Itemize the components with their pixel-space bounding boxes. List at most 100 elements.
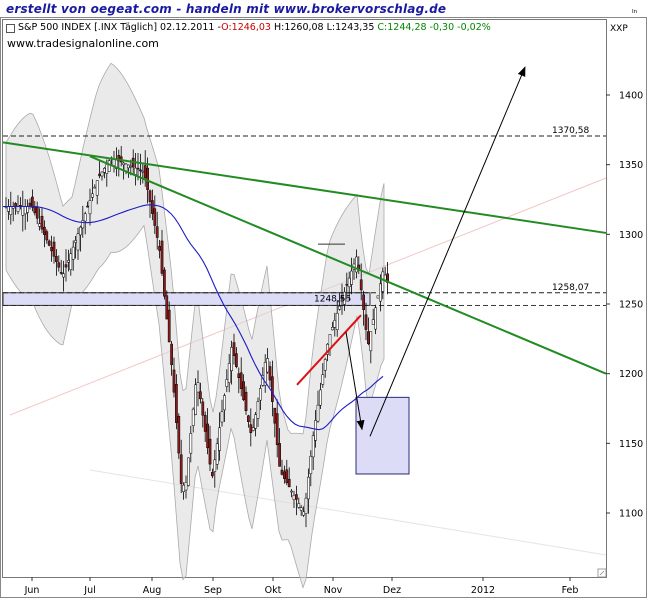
candle-body bbox=[331, 327, 334, 331]
candle-body bbox=[79, 226, 82, 236]
candle-body bbox=[134, 167, 137, 175]
candle bbox=[242, 374, 245, 402]
candle-body bbox=[170, 343, 173, 365]
candle bbox=[374, 304, 377, 335]
candle bbox=[81, 205, 85, 238]
candle bbox=[88, 188, 92, 226]
candle-body bbox=[287, 478, 291, 488]
candle-body bbox=[309, 455, 313, 475]
candle bbox=[338, 293, 341, 311]
candle bbox=[79, 225, 82, 252]
candle bbox=[55, 249, 58, 276]
candle bbox=[43, 220, 46, 248]
x-tick-label: Feb bbox=[562, 585, 579, 596]
candle-body bbox=[62, 273, 65, 278]
candle-body bbox=[88, 200, 92, 215]
info-prefix: S&P 500 INDEX [.INX Täglich] 02.12.2011 … bbox=[18, 22, 222, 33]
candle-body bbox=[71, 246, 75, 260]
candle-body bbox=[227, 363, 231, 383]
candle bbox=[290, 488, 293, 498]
candle bbox=[263, 354, 267, 393]
candle-body bbox=[172, 369, 176, 393]
candle-body bbox=[105, 164, 109, 174]
candle bbox=[175, 374, 178, 430]
candle-body bbox=[127, 164, 130, 169]
candle bbox=[57, 255, 61, 272]
candle-body bbox=[371, 319, 375, 325]
candle-body bbox=[355, 256, 358, 273]
y-tick-label: 1250 bbox=[619, 300, 643, 311]
candle bbox=[355, 249, 358, 279]
candle bbox=[203, 411, 207, 442]
candle bbox=[235, 347, 238, 369]
candle bbox=[259, 384, 262, 410]
candle-body bbox=[182, 484, 185, 492]
candle bbox=[244, 386, 248, 415]
candle-body bbox=[141, 170, 145, 173]
candle-body bbox=[278, 443, 281, 467]
candle bbox=[194, 378, 197, 416]
candle bbox=[381, 267, 385, 300]
candle-body bbox=[297, 503, 301, 508]
y-tick-label: 1300 bbox=[619, 230, 643, 241]
x-tick-label: Nov bbox=[324, 585, 343, 596]
candle bbox=[201, 398, 205, 428]
candle-body bbox=[347, 277, 351, 288]
target-box bbox=[355, 396, 410, 475]
candle-body bbox=[335, 312, 339, 330]
red-support-line bbox=[296, 314, 362, 386]
candle-body bbox=[299, 507, 303, 511]
candle bbox=[350, 257, 353, 295]
bollinger-band bbox=[5, 62, 385, 589]
moving-average-line bbox=[3, 204, 384, 431]
candle-body bbox=[273, 407, 277, 424]
candle-body bbox=[208, 438, 212, 465]
candle-body bbox=[148, 190, 152, 202]
candle bbox=[379, 274, 382, 312]
candle-body bbox=[184, 481, 188, 491]
candle bbox=[165, 290, 169, 320]
candle-body bbox=[333, 319, 337, 328]
x-tick-label: Okt bbox=[265, 585, 282, 596]
candle bbox=[208, 425, 212, 472]
candle-body bbox=[379, 283, 382, 302]
candle-body bbox=[165, 295, 169, 320]
candle-body bbox=[43, 226, 46, 235]
candle-body bbox=[129, 165, 133, 168]
candle bbox=[179, 439, 183, 494]
candle bbox=[184, 475, 188, 499]
x-tick-label: Aug bbox=[143, 585, 162, 596]
candle bbox=[285, 459, 289, 486]
candle-body bbox=[47, 240, 51, 246]
candle bbox=[163, 267, 166, 300]
candle-body bbox=[285, 469, 289, 483]
candle-body bbox=[38, 223, 41, 227]
candle bbox=[69, 248, 73, 276]
axis-code: XXP bbox=[610, 24, 628, 34]
candle bbox=[364, 302, 368, 341]
candle bbox=[307, 468, 310, 514]
candle bbox=[199, 382, 202, 404]
candle-body bbox=[196, 382, 200, 393]
candle-body bbox=[35, 207, 39, 219]
candle bbox=[256, 397, 260, 428]
candle bbox=[170, 340, 173, 376]
close-box[interactable] bbox=[6, 24, 15, 33]
candle-body bbox=[100, 171, 104, 177]
candle-body bbox=[31, 196, 34, 208]
candle-body bbox=[167, 309, 171, 343]
y-tick-label: 1200 bbox=[619, 369, 643, 380]
candle-body bbox=[343, 291, 346, 305]
candle bbox=[206, 408, 209, 455]
y-tick-label: 1150 bbox=[619, 439, 643, 450]
candle bbox=[76, 227, 80, 260]
resistance-zone bbox=[2, 292, 371, 306]
candle-body bbox=[275, 413, 279, 446]
candle-body bbox=[307, 476, 310, 500]
candle-body bbox=[155, 226, 159, 238]
candle bbox=[47, 239, 51, 247]
candle-body bbox=[76, 233, 80, 251]
candle-body bbox=[107, 160, 111, 172]
y-tick-label: 1100 bbox=[619, 509, 643, 520]
candle bbox=[316, 390, 320, 423]
